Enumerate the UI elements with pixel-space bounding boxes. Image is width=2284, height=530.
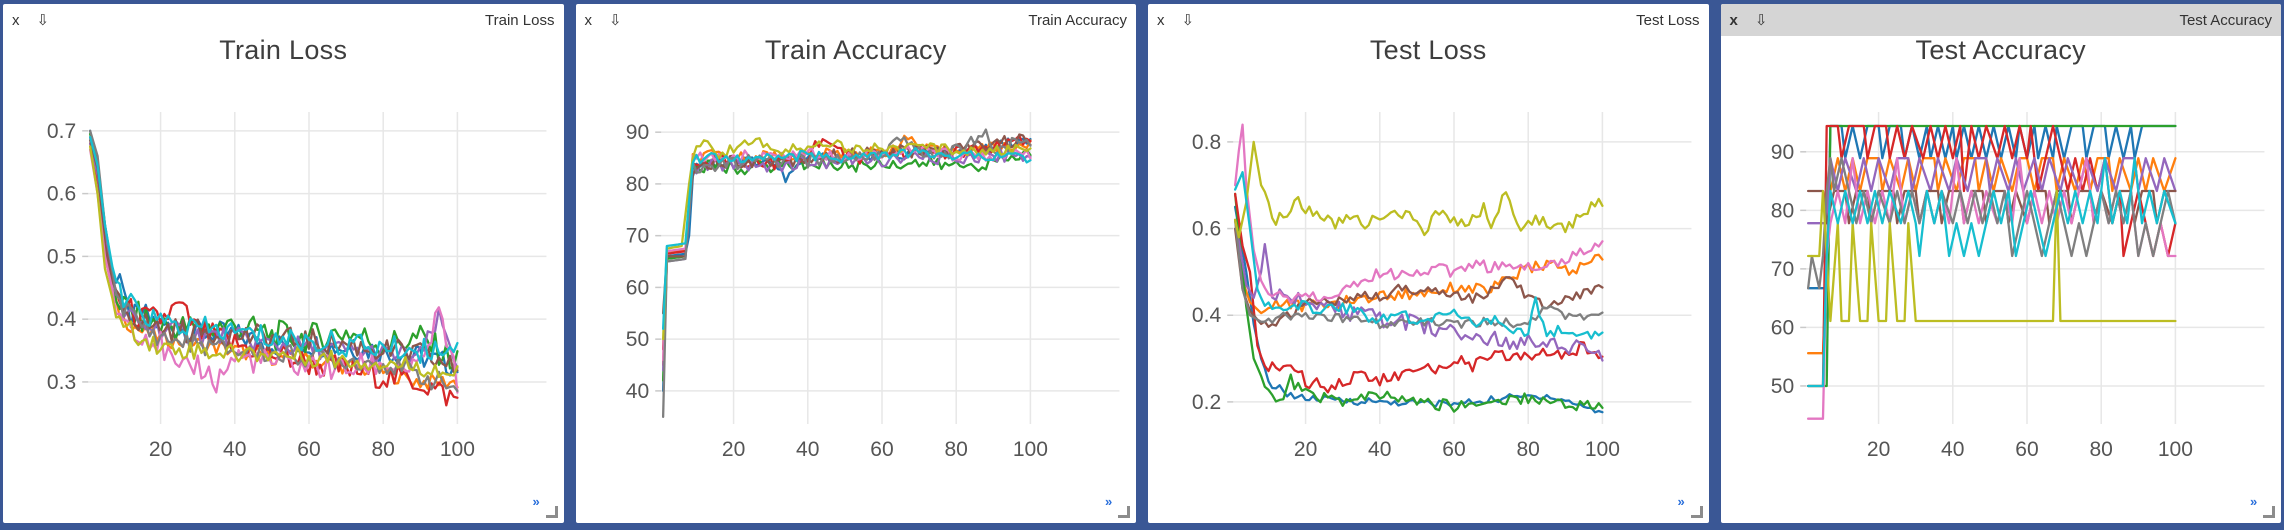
svg-text:60: 60 [1770, 316, 1793, 339]
download-icon[interactable]: ⇩ [609, 11, 622, 29]
resize-handle-icon[interactable] [545, 506, 558, 518]
svg-text:0.6: 0.6 [1192, 218, 1221, 241]
download-icon[interactable]: ⇩ [36, 11, 50, 29]
svg-text:80: 80 [944, 438, 967, 461]
svg-text:70: 70 [1770, 258, 1793, 281]
chart-title: Test Accuracy [1915, 35, 2086, 65]
svg-text:0.5: 0.5 [47, 245, 76, 268]
svg-text:100: 100 [1012, 438, 1047, 461]
svg-text:0.4: 0.4 [1192, 304, 1222, 327]
pane-titlebar[interactable]: x ⇩ Train Accuracy [576, 4, 1137, 36]
svg-text:40: 40 [1941, 438, 1964, 461]
svg-text:20: 20 [721, 438, 744, 461]
svg-text:20: 20 [1294, 438, 1317, 461]
pane-corner: » [1105, 495, 1131, 519]
pane-test-accuracy: x ⇩ Test Accuracy Test Accuracy 20 40 60 80… [1720, 4, 2282, 523]
pane-corner: » [2250, 495, 2276, 519]
svg-text:0.2: 0.2 [1192, 391, 1221, 414]
plot-canvas-test-loss[interactable]: 20 40 60 80 100 0.2 0.4 0.6 0.8 [1148, 4, 1709, 523]
svg-text:80: 80 [1770, 199, 1793, 222]
download-icon[interactable]: ⇩ [1754, 11, 1768, 29]
close-icon[interactable]: x [584, 11, 593, 29]
plot-canvas-test-accuracy[interactable]: 20 40 60 80 100 50 60 70 80 90 [1721, 4, 2282, 523]
pane-titlebar[interactable]: x ⇩ Test Loss [1148, 4, 1709, 36]
svg-text:0.8: 0.8 [1192, 131, 1221, 154]
pane-train-accuracy: x ⇩ Train Accuracy Train Accuracy 20 40 60… [575, 4, 1137, 523]
svg-text:40: 40 [796, 438, 819, 461]
chart-title: Train Accuracy [764, 35, 947, 65]
pane-titlebar[interactable]: x ⇩ Test Accuracy [1720, 4, 2281, 36]
svg-text:40: 40 [1368, 438, 1391, 461]
close-icon[interactable]: x [1157, 11, 1165, 29]
svg-text:20: 20 [149, 438, 172, 461]
close-icon[interactable]: x [12, 11, 20, 29]
chart-title: Train Loss [219, 35, 348, 65]
svg-text:50: 50 [625, 328, 648, 351]
svg-text:80: 80 [371, 438, 394, 461]
plot-canvas-train-accuracy[interactable]: 20 40 60 80 100 40 50 60 70 80 90 [576, 4, 1137, 523]
pane-corner: » [533, 495, 559, 519]
svg-text:100: 100 [440, 438, 475, 461]
svg-text:0.6: 0.6 [47, 183, 76, 206]
plot-canvas-train-loss[interactable]: 20 40 60 80 100 0.3 0.4 0.5 0.6 0.7 [3, 4, 564, 523]
close-icon[interactable]: x [1729, 11, 1738, 29]
more-icon[interactable]: » [1105, 494, 1113, 509]
svg-text:60: 60 [2015, 438, 2038, 461]
svg-text:60: 60 [625, 276, 648, 299]
more-icon[interactable]: » [532, 494, 540, 509]
svg-text:80: 80 [2089, 438, 2112, 461]
svg-text:0.7: 0.7 [47, 120, 76, 143]
pane-train-loss: x ⇩ Train Loss Train Loss 20 40 60 80 100 0.3… [3, 4, 564, 523]
svg-text:40: 40 [223, 438, 246, 461]
svg-text:60: 60 [297, 438, 320, 461]
svg-text:20: 20 [1866, 438, 1889, 461]
svg-text:60: 60 [1442, 438, 1465, 461]
svg-text:100: 100 [2157, 438, 2192, 461]
svg-text:90: 90 [625, 121, 648, 144]
pane-titlebar[interactable]: x ⇩ Train Loss [3, 4, 564, 36]
svg-text:70: 70 [625, 225, 648, 248]
more-icon[interactable]: » [2250, 494, 2258, 509]
svg-text:80: 80 [1516, 438, 1539, 461]
svg-text:0.3: 0.3 [47, 371, 76, 394]
svg-text:100: 100 [1585, 438, 1620, 461]
pane-bar-title: Train Accuracy [1028, 11, 1127, 29]
svg-text:0.4: 0.4 [47, 308, 77, 331]
resize-handle-icon[interactable] [1690, 506, 1703, 518]
download-icon[interactable]: ⇩ [1181, 11, 1195, 29]
more-icon[interactable]: » [1677, 494, 1685, 509]
svg-text:60: 60 [870, 438, 893, 461]
svg-text:50: 50 [1770, 375, 1793, 398]
pane-bar-title: Test Accuracy [2179, 11, 2272, 29]
pane-test-loss: x ⇩ Test Loss Test Loss 20 40 60 80 100 0.2 0.… [1148, 4, 1709, 523]
pane-bar-title: Test Loss [1636, 11, 1700, 29]
svg-text:90: 90 [1770, 141, 1793, 164]
pane-corner: » [1678, 495, 1704, 519]
resize-handle-icon[interactable] [2263, 506, 2275, 518]
svg-text:40: 40 [625, 380, 648, 403]
chart-title: Test Loss [1369, 35, 1487, 65]
resize-handle-icon[interactable] [1118, 506, 1130, 518]
pane-bar-title: Train Loss [485, 11, 555, 29]
svg-text:80: 80 [625, 173, 648, 196]
